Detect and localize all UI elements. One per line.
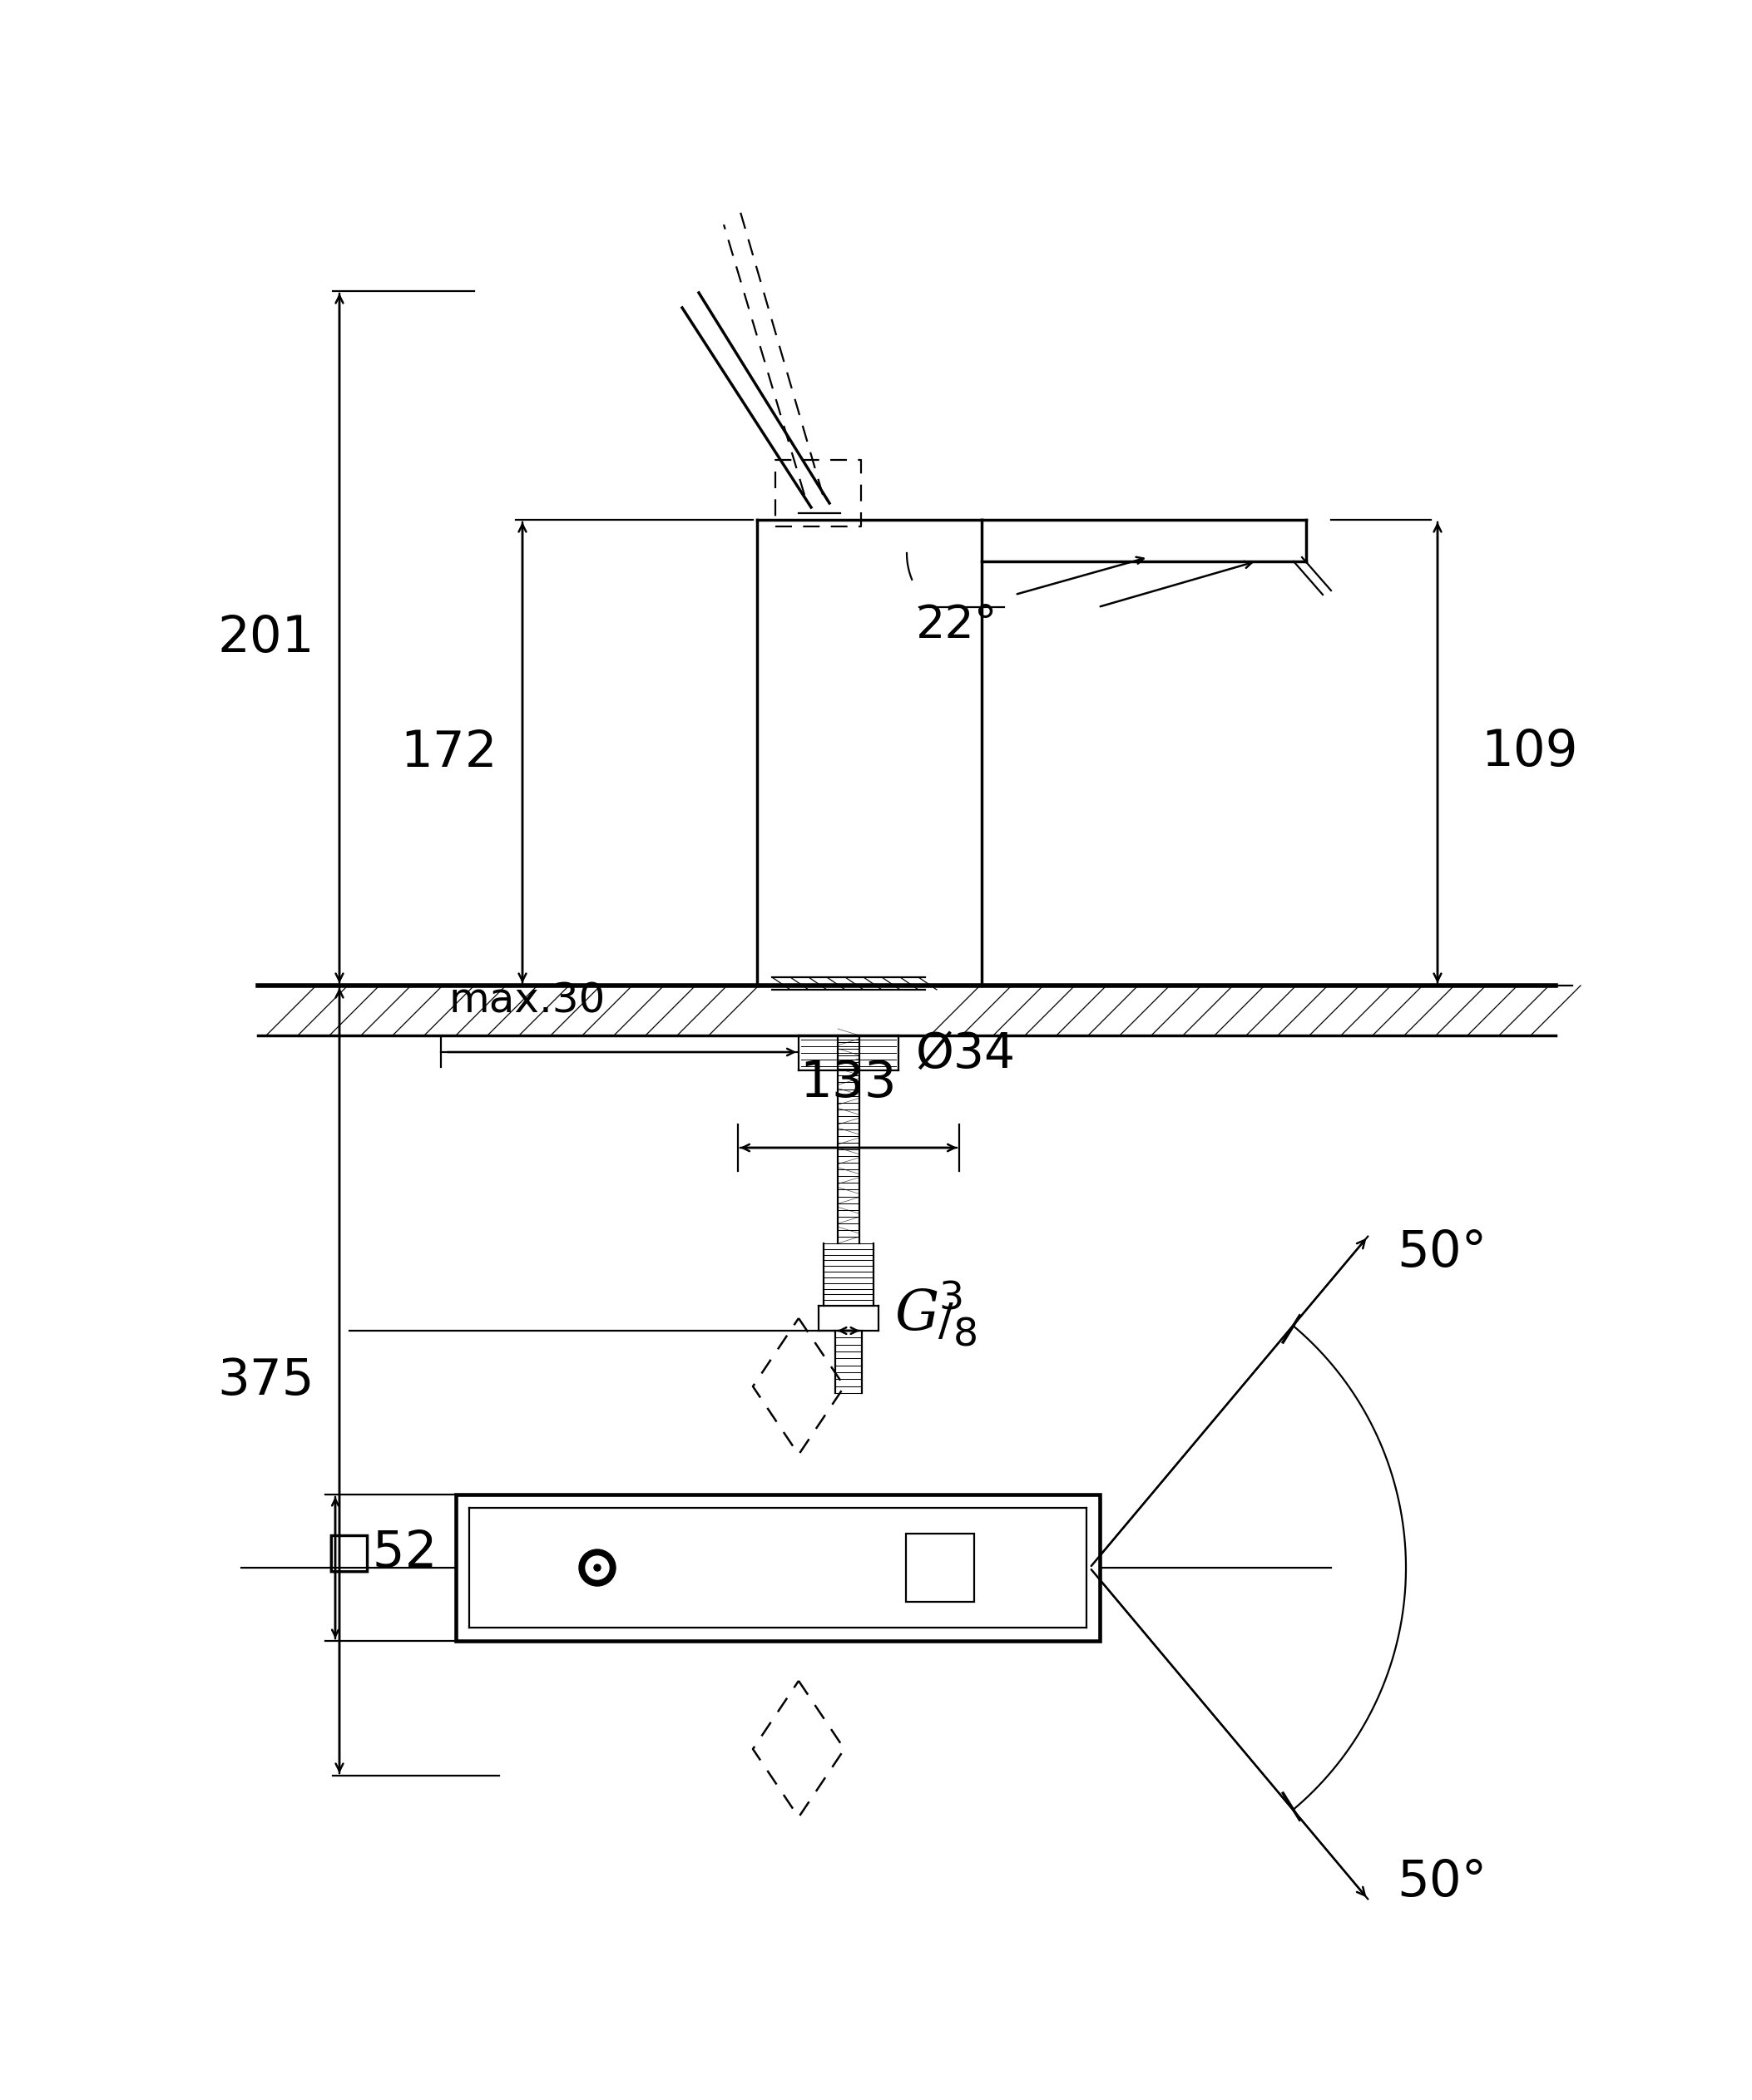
Text: 172: 172 — [401, 729, 498, 777]
Bar — [456, 1495, 1100, 1640]
Circle shape — [578, 1550, 615, 1586]
Text: 109: 109 — [1480, 729, 1579, 777]
Text: 50°: 50° — [1396, 1858, 1487, 1907]
Text: 8: 8 — [953, 1317, 978, 1354]
Text: /: / — [939, 1300, 953, 1344]
Text: 133: 133 — [801, 1058, 897, 1109]
Circle shape — [585, 1556, 610, 1579]
Text: 50°: 50° — [1396, 1228, 1487, 1277]
Text: Ø34: Ø34 — [915, 1029, 1014, 1077]
Text: 3: 3 — [939, 1281, 964, 1319]
Text: 22°: 22° — [916, 603, 997, 649]
Circle shape — [594, 1564, 601, 1571]
Text: G: G — [894, 1287, 939, 1342]
Text: 201: 201 — [217, 613, 314, 664]
Text: □52: □52 — [324, 1529, 438, 1577]
Bar — [906, 1533, 974, 1602]
Text: 375: 375 — [217, 1357, 314, 1405]
Text: max.30: max.30 — [449, 981, 606, 1021]
